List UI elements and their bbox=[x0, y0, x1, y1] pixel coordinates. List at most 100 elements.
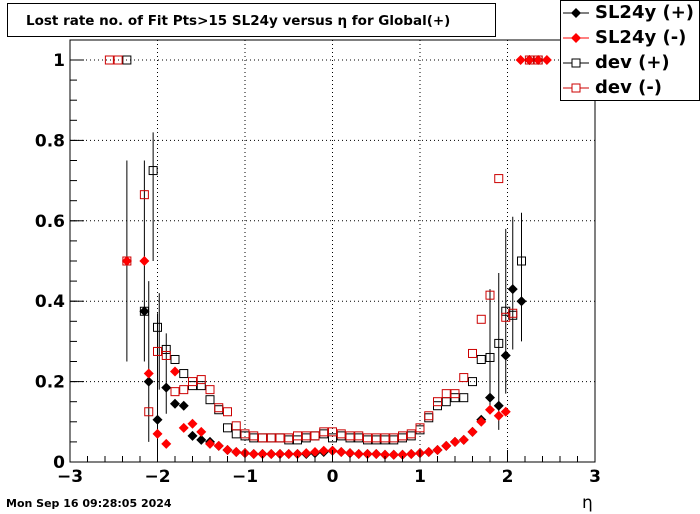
data-point bbox=[153, 346, 162, 356]
data-point bbox=[354, 433, 364, 443]
data-point bbox=[187, 418, 198, 429]
data-point bbox=[500, 350, 511, 361]
data-point bbox=[170, 398, 180, 409]
data-point bbox=[468, 348, 477, 358]
data-point bbox=[424, 413, 434, 423]
data-point bbox=[196, 434, 207, 445]
data-point bbox=[139, 306, 149, 316]
data-point bbox=[500, 406, 511, 417]
data-point bbox=[196, 381, 206, 391]
data-point bbox=[507, 284, 518, 295]
legend-label: SL24y (-) bbox=[595, 27, 687, 48]
data-point bbox=[524, 55, 534, 65]
data-point bbox=[152, 428, 163, 439]
data-point bbox=[223, 407, 232, 417]
data-point bbox=[388, 449, 399, 460]
data-point bbox=[222, 444, 233, 455]
data-point bbox=[284, 435, 294, 445]
data-point bbox=[450, 389, 460, 399]
data-point bbox=[336, 446, 347, 457]
data-point bbox=[266, 433, 276, 443]
chart-title: Lost rate no. of Fit Pts>15 SL24y versus… bbox=[7, 3, 496, 37]
data-point bbox=[450, 436, 460, 447]
data-point bbox=[354, 431, 364, 441]
data-point bbox=[179, 369, 189, 379]
data-point bbox=[389, 435, 399, 445]
data-point bbox=[476, 416, 487, 427]
data-point bbox=[178, 422, 189, 433]
y-tick-label: 0.2 bbox=[35, 373, 65, 393]
data-point bbox=[380, 433, 390, 443]
axis-ticks: −3 −2 −1 0 1 2 3 0 0.2 0.4 0.6 0.8 1 bbox=[35, 51, 601, 487]
data-point bbox=[179, 385, 189, 395]
data-point bbox=[389, 433, 399, 443]
data-point bbox=[121, 256, 132, 266]
data-point bbox=[398, 433, 407, 443]
data-point bbox=[196, 426, 207, 437]
data-point bbox=[248, 448, 259, 459]
data-point bbox=[170, 354, 180, 364]
data-point bbox=[468, 377, 477, 387]
error-bars bbox=[126, 132, 522, 462]
data-point bbox=[231, 421, 241, 431]
data-point bbox=[541, 55, 552, 65]
open-square-icon bbox=[563, 83, 589, 93]
open-square-icon bbox=[563, 58, 589, 68]
data-point bbox=[249, 431, 259, 441]
data-point bbox=[345, 433, 355, 443]
data-point bbox=[363, 435, 372, 445]
data-point bbox=[266, 448, 277, 459]
data-point bbox=[196, 375, 206, 385]
data-point bbox=[494, 338, 504, 348]
data-point bbox=[266, 433, 276, 443]
x-axis-label: η bbox=[582, 493, 593, 513]
data-point bbox=[293, 431, 302, 441]
data-point bbox=[275, 433, 285, 443]
data-point bbox=[441, 389, 451, 399]
data-point bbox=[432, 444, 443, 455]
y-tick-label: 1 bbox=[53, 51, 65, 71]
data-point bbox=[161, 344, 171, 354]
data-point bbox=[458, 434, 469, 445]
data-point bbox=[284, 433, 294, 443]
data-point bbox=[517, 256, 526, 266]
data-point bbox=[143, 368, 154, 379]
data-point bbox=[406, 429, 416, 439]
y-tick-label: 0.4 bbox=[35, 292, 65, 312]
data-point bbox=[476, 314, 486, 324]
data-point bbox=[143, 376, 154, 387]
data-point bbox=[515, 55, 526, 65]
data-point bbox=[310, 446, 320, 457]
data-point bbox=[423, 446, 434, 457]
data-point bbox=[249, 433, 259, 443]
data-point bbox=[328, 427, 337, 437]
data-point bbox=[139, 306, 150, 317]
legend-label: SL24y (+) bbox=[595, 2, 695, 23]
data-point bbox=[406, 431, 416, 441]
data-point bbox=[205, 438, 215, 449]
data-point bbox=[441, 397, 451, 407]
data-point bbox=[485, 352, 495, 362]
data-point bbox=[104, 55, 114, 65]
data-point bbox=[170, 387, 180, 397]
data-point bbox=[153, 322, 162, 332]
data-point bbox=[493, 410, 504, 421]
x-tick-label: −2 bbox=[144, 467, 170, 487]
data-point bbox=[415, 423, 425, 433]
data-point bbox=[319, 427, 329, 437]
data-point bbox=[187, 430, 198, 441]
data-point bbox=[406, 448, 417, 459]
data-point bbox=[122, 256, 132, 266]
data-point bbox=[139, 190, 149, 200]
data-point bbox=[459, 373, 469, 383]
y-tick-label: 0.6 bbox=[35, 212, 65, 232]
y-tick-label: 0.8 bbox=[35, 131, 65, 151]
x-tick-label: 0 bbox=[327, 467, 339, 487]
legend-label: dev (+) bbox=[595, 52, 670, 73]
data-point bbox=[161, 350, 171, 360]
data-point bbox=[345, 431, 355, 441]
filled-diamond-icon bbox=[563, 33, 589, 43]
data-point bbox=[258, 433, 267, 443]
data-point bbox=[508, 308, 518, 318]
